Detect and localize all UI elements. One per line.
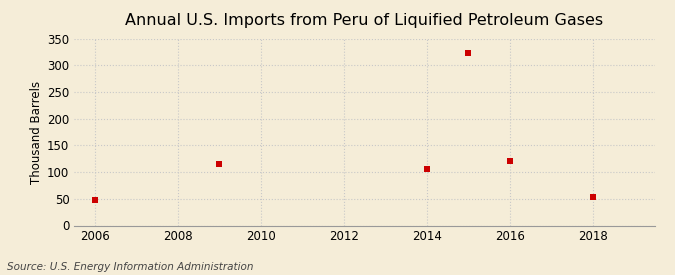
Point xyxy=(214,162,225,166)
Text: Source: U.S. Energy Information Administration: Source: U.S. Energy Information Administ… xyxy=(7,262,253,272)
Point xyxy=(421,167,432,172)
Title: Annual U.S. Imports from Peru of Liquified Petroleum Gases: Annual U.S. Imports from Peru of Liquifi… xyxy=(126,13,603,28)
Point xyxy=(587,194,598,199)
Point xyxy=(90,198,101,203)
Y-axis label: Thousand Barrels: Thousand Barrels xyxy=(30,80,43,184)
Point xyxy=(463,51,474,56)
Point xyxy=(504,159,515,164)
